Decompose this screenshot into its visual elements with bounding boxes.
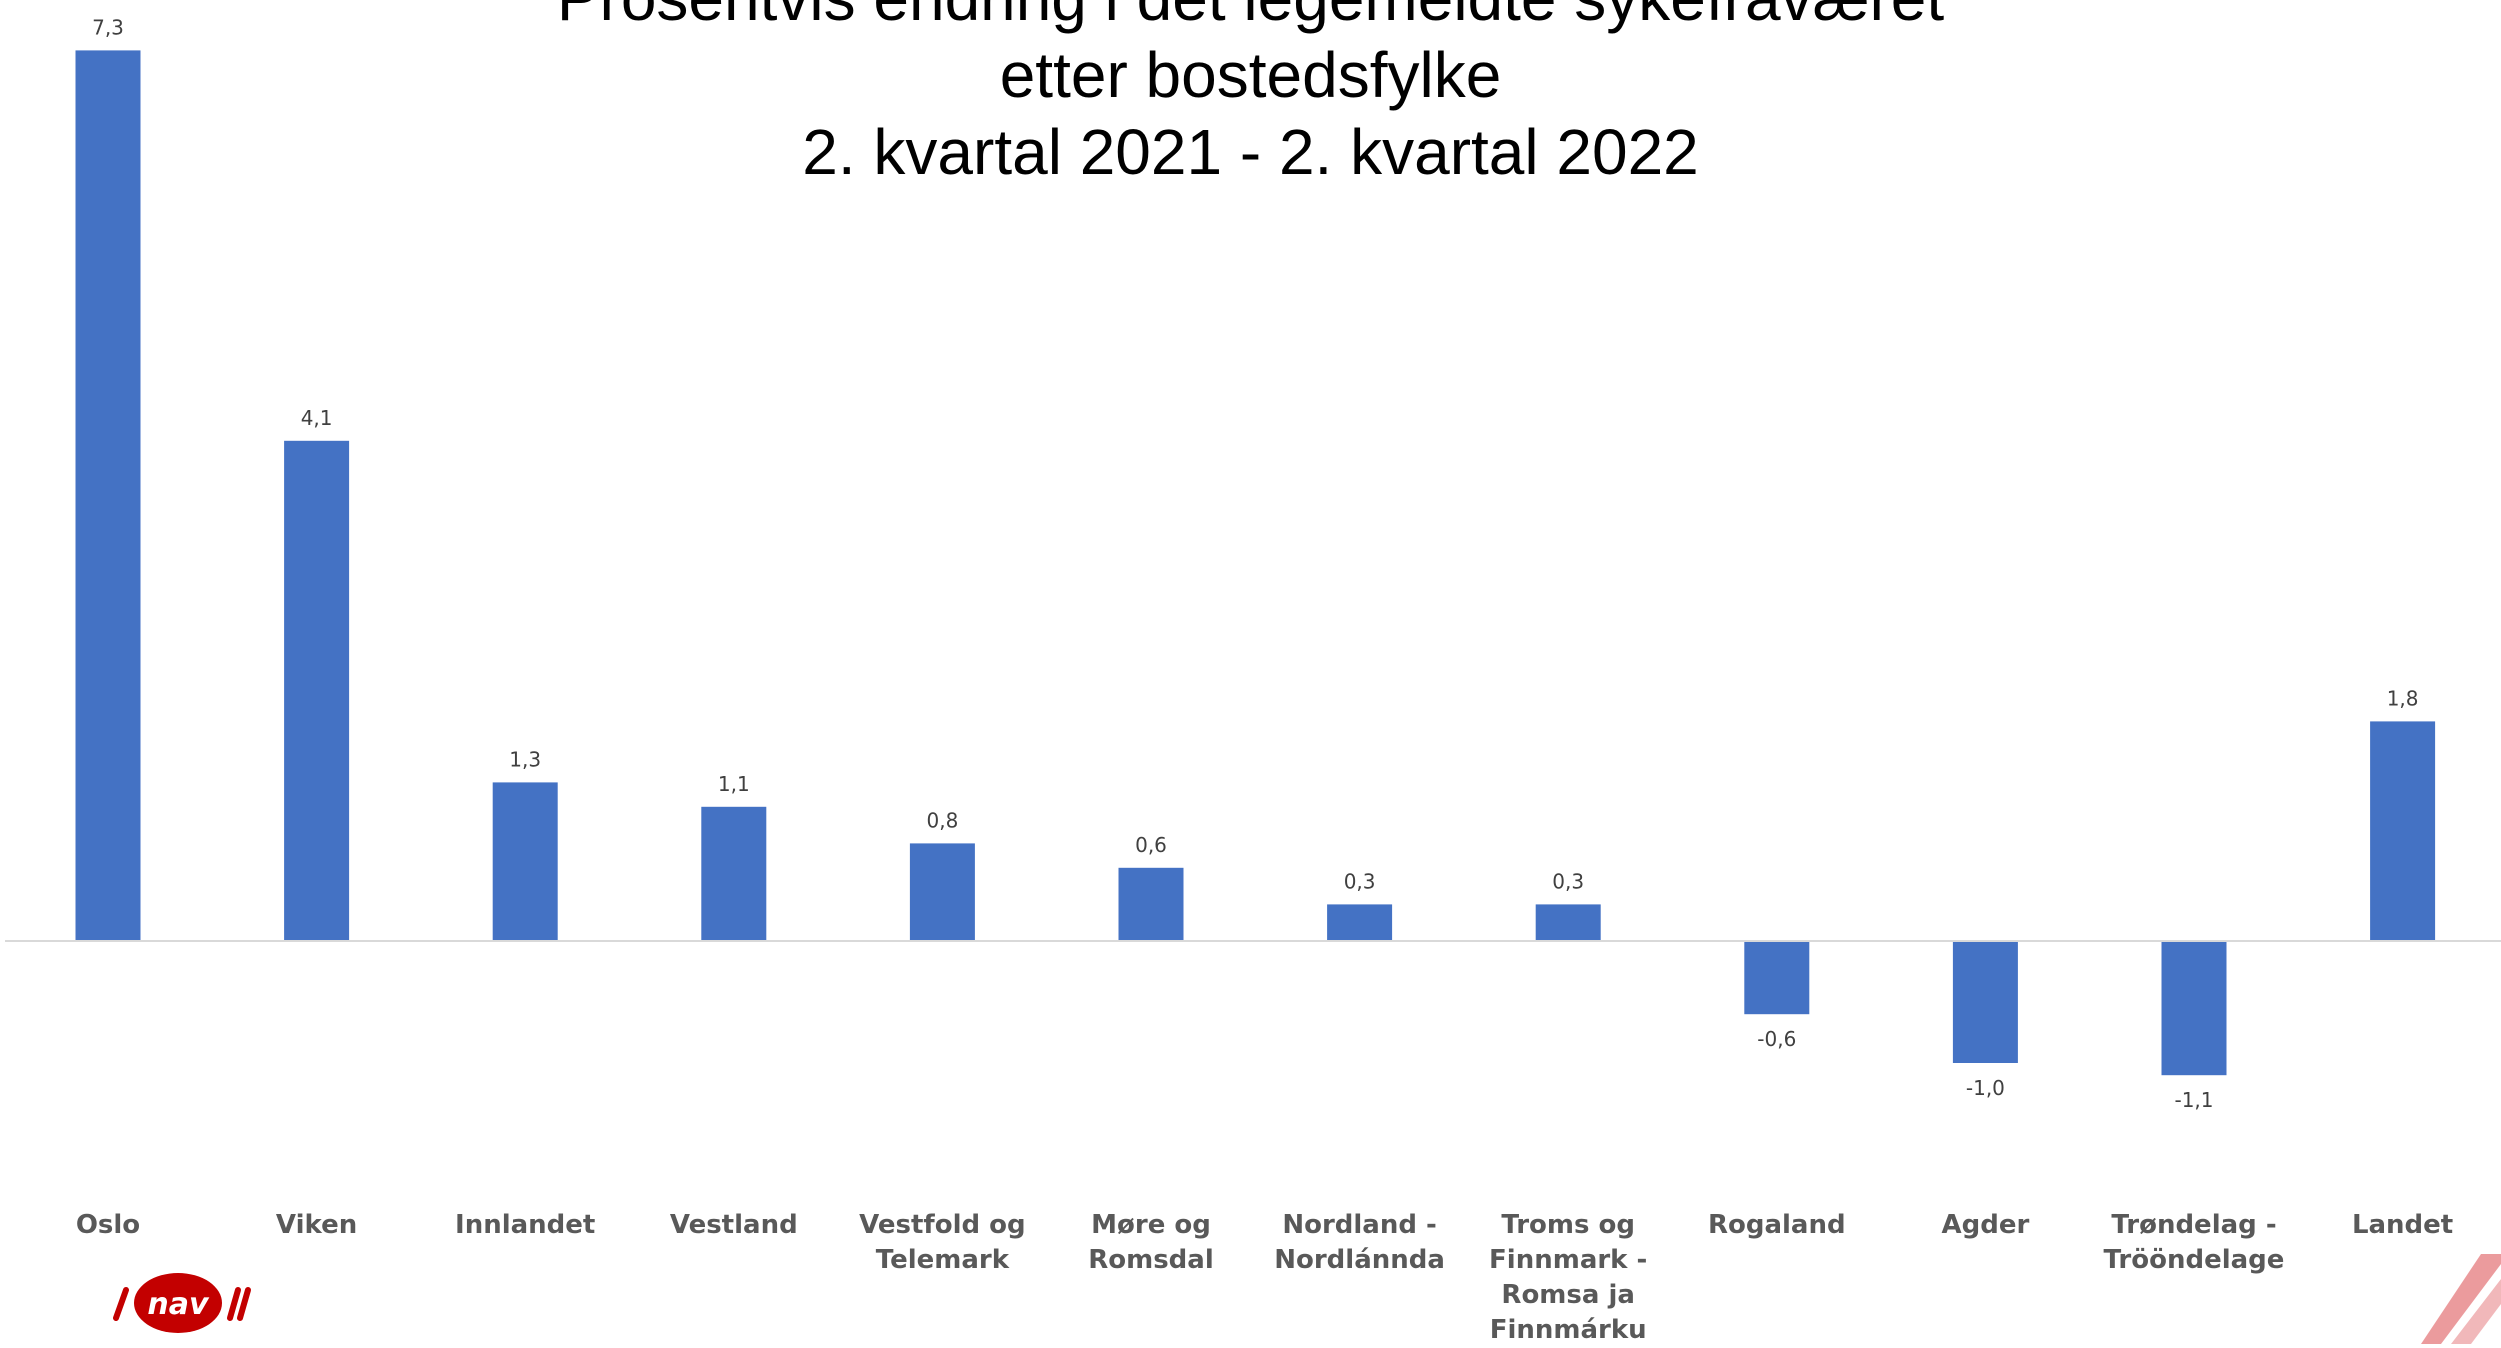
category-label-11-line-0: Landet [2351, 1210, 2454, 1240]
value-label-4: 0,8 [926, 808, 958, 832]
bar-1 [284, 440, 350, 941]
category-label-10-line-0: Trøndelag - [2111, 1210, 2277, 1240]
category-label-7-line-3: Finnmárku [1489, 1315, 1647, 1345]
bar-3 [701, 806, 767, 941]
chart-title-line-2: etter bostedsfylke [999, 39, 1502, 111]
bar-9 [1952, 941, 2018, 1063]
category-label-6-line-0: Nordland - [1282, 1210, 1437, 1240]
category-label-9-line-0: Agder [1941, 1210, 2030, 1240]
value-label-10: -1,1 [2174, 1088, 2213, 1112]
category-label-8-line-0: Rogaland [1707, 1210, 1846, 1240]
bar-4 [909, 843, 975, 941]
category-label-10-line-1: Trööndelage [2103, 1245, 2285, 1275]
nav-logo-text: nav [147, 1287, 210, 1322]
category-label-6: Nordland - Nordlánnda [1255, 1208, 1465, 1278]
category-label-3-line-0: Vestland [669, 1210, 798, 1240]
corner-decoration [2421, 1254, 2501, 1344]
value-label-0: 7,3 [92, 15, 124, 39]
value-label-2: 1,3 [509, 747, 541, 771]
category-label-4-line-1: Telemark [875, 1245, 1009, 1275]
value-label-1: 4,1 [301, 406, 333, 430]
value-label-11: 1,8 [2387, 686, 2419, 710]
category-label-5-line-0: Møre og [1091, 1210, 1211, 1240]
value-label-9: -1,0 [1966, 1076, 2005, 1100]
category-label-1: Viken [212, 1208, 422, 1243]
category-label-2-line-0: Innlandet [455, 1210, 596, 1240]
chart-title-line-1: Prosentvis endring i det legemeldte syke… [0, 0, 2501, 37]
category-label-1-line-0: Viken [275, 1210, 358, 1240]
bars-layer [75, 50, 2436, 1076]
category-label-7: Troms og Finnmark - Romsa ja Finnmárku [1463, 1208, 1673, 1348]
bar-7 [1535, 904, 1601, 941]
category-label-4-line-0: Vestfold og [859, 1210, 1026, 1240]
chart-title-line-3: 2. kvartal 2021 - 2. kvartal 2022 [802, 116, 1699, 188]
bar-0 [75, 50, 141, 941]
bar-8 [1744, 941, 1810, 1015]
value-label-5: 0,6 [1135, 833, 1167, 857]
value-label-3: 1,1 [718, 772, 750, 796]
category-label-0-line-0: Oslo [75, 1210, 141, 1240]
value-label-7: 0,3 [1552, 869, 1584, 893]
category-label-2: Innlandet [420, 1208, 630, 1243]
nav-logo: nav [113, 1273, 251, 1333]
value-labels-layer: 7,3 4,1 1,3 1,1 0,8 0,6 0,3 0,3 -0,6 -1,0 -1,1 1,8 [92, 15, 2418, 1112]
category-label-3: Vestland [629, 1208, 839, 1243]
chart-title: Prosentvis endring i det legemeldte syke… [0, 0, 2501, 191]
category-label-9: Agder [1880, 1208, 2090, 1243]
bar-10 [2161, 941, 2227, 1076]
bar-11 [2370, 721, 2436, 941]
category-label-7-line-0: Troms og [1501, 1210, 1636, 1240]
category-label-10: Trøndelag - Trööndelage [2089, 1208, 2299, 1278]
category-label-6-line-1: Nordlánnda [1274, 1245, 1445, 1275]
category-label-8: Rogaland [1672, 1208, 1882, 1243]
bar-2 [492, 782, 558, 941]
category-label-7-line-1: Finnmark - [1489, 1245, 1648, 1275]
value-label-6: 0,3 [1344, 869, 1376, 893]
category-label-5-line-1: Romsdal [1088, 1245, 1214, 1275]
category-label-11: Landet [2298, 1208, 2501, 1243]
category-label-5: Møre og Romsdal [1046, 1208, 1256, 1278]
category-label-4: Vestfold og Telemark [837, 1208, 1047, 1278]
category-label-7-line-2: Romsa ja [1501, 1280, 1635, 1310]
bar-6 [1327, 904, 1393, 941]
value-label-8: -0,6 [1757, 1027, 1796, 1051]
category-label-0: Oslo [3, 1208, 213, 1243]
bar-5 [1118, 867, 1184, 941]
